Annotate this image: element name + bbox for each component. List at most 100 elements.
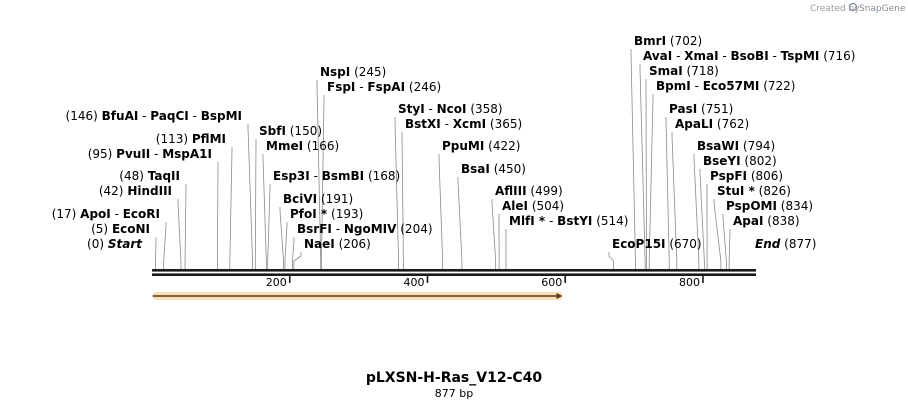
cut-site-line-apai <box>728 229 731 269</box>
enzyme-label-end: End (877) <box>755 237 816 251</box>
enzyme-name: AflIII <box>495 184 527 198</box>
name-separator: - <box>672 49 684 63</box>
site-position: (716) <box>823 49 855 63</box>
snapgene-logo-icon <box>848 2 858 12</box>
enzyme-label-nspi: NspI (245) <box>320 65 386 79</box>
enzyme-name: EcoNI <box>112 222 150 236</box>
enzyme-name: NgoMIV <box>344 222 397 236</box>
cut-site-line-apoi <box>163 222 167 269</box>
enzyme-label-bstxi: BstXI - XcmI (365) <box>405 117 522 131</box>
enzyme-label-ppumi: PpuMI (422) <box>442 139 520 153</box>
enzyme-name: PaqCI <box>150 109 188 123</box>
cut-site-line-mmei <box>262 154 267 269</box>
site-position: (358) <box>470 102 502 116</box>
site-position: (206) <box>339 237 371 251</box>
sequence-backbone <box>152 269 756 276</box>
site-position: (146) <box>66 109 98 123</box>
enzyme-label-fspi: FspI - FspAI (246) <box>327 80 441 94</box>
cut-site-line-pflmi <box>229 147 233 269</box>
enzyme-label-pvuii: (95) PvuII - MspA1I <box>88 147 212 161</box>
backbone-bottom-strand <box>152 273 756 276</box>
feature-arrowhead-icon <box>556 293 563 299</box>
cut-site-line-bsai <box>457 177 463 269</box>
name-separator: - <box>691 79 703 93</box>
enzyme-name: BseYI <box>703 154 741 168</box>
enzyme-name: Esp3I <box>273 169 310 183</box>
name-separator: - <box>545 214 557 228</box>
cut-site-line-bfuai <box>247 124 253 269</box>
enzyme-label-start: (0) Start <box>87 237 143 251</box>
enzyme-name: BfuAI <box>102 109 139 123</box>
backbone-top-strand <box>152 269 756 272</box>
name-separator: - <box>332 222 344 236</box>
enzyme-label-apali: ApaLI (762) <box>675 117 749 131</box>
site-position: (794) <box>743 139 775 153</box>
enzyme-name: Eco57MI <box>703 79 760 93</box>
cut-site-line-naei <box>293 252 302 269</box>
site-position: (838) <box>767 214 799 228</box>
cut-site-line-pspomi <box>722 214 727 269</box>
cut-site-line-fspi <box>321 95 325 269</box>
cut-site-line-ppumi <box>438 154 444 269</box>
name-separator: - <box>111 207 123 221</box>
enzyme-name: BsmBI <box>322 169 364 183</box>
site-position: (191) <box>321 192 353 206</box>
enzyme-label-ecop15i: EcoP15I (670) <box>612 237 702 251</box>
enzyme-name: FspAI <box>367 80 405 94</box>
enzyme-name: SbfI <box>259 124 286 138</box>
enzyme-label-apoi: (17) ApoI - EcoRI <box>52 207 160 221</box>
ruler-tick-label: 200 <box>266 276 287 289</box>
site-position: (499) <box>530 184 562 198</box>
site-position: (17) <box>52 207 77 221</box>
enzyme-label-mmei: MmeI (166) <box>266 139 339 153</box>
enzyme-name: PasI <box>669 102 697 116</box>
enzyme-label-avai: AvaI - XmaI - BsoBI - TspMI (716) <box>643 49 855 63</box>
enzyme-name: BsoBI <box>731 49 769 63</box>
enzyme-labels: (0) Start(5) EcoNI(17) ApoI - EcoRI(42) … <box>52 34 856 251</box>
enzyme-label-apai: ApaI (838) <box>733 214 800 228</box>
site-position: (514) <box>596 214 628 228</box>
enzyme-label-alei: AleI (504) <box>502 199 564 213</box>
enzyme-label-afliii: AflIII (499) <box>495 184 563 198</box>
site-position: (95) <box>88 147 113 161</box>
enzyme-name: BsaWI <box>697 139 739 153</box>
enzyme-name: PspFI <box>710 169 747 183</box>
enzyme-label-naei: NaeI (206) <box>304 237 371 251</box>
enzyme-name: XcmI <box>453 117 486 131</box>
enzyme-name: MlfI * <box>509 214 546 228</box>
cut-site-line-bpmi <box>648 94 654 269</box>
cut-site-line-bcivi <box>279 207 284 269</box>
enzyme-name: XmaI <box>684 49 718 63</box>
enzyme-label-bcivi: BciVI (191) <box>283 192 353 206</box>
snapgene-credit: Created by SnapGene <box>810 2 906 14</box>
enzyme-label-econi: (5) EcoNI <box>91 222 150 236</box>
site-position: (834) <box>781 199 813 213</box>
cut-site-line-bsrfi <box>292 237 295 269</box>
cut-site-line-esp3i <box>267 184 271 269</box>
enzyme-label-pfoi: PfoI * (193) <box>290 207 363 221</box>
cut-site-line-nspi <box>316 80 322 269</box>
enzyme-name: NspI <box>320 65 350 79</box>
sequence-length: 877 bp <box>435 387 473 400</box>
site-position: (762) <box>717 117 749 131</box>
enzyme-name: FspI <box>327 80 355 94</box>
name-separator: - <box>355 80 367 94</box>
cut-site-line-ecop15i <box>608 252 614 269</box>
cut-site-line-stui <box>713 199 722 269</box>
cut-site-lines <box>155 49 731 269</box>
enzyme-name: AleI <box>502 199 528 213</box>
enzyme-label-bsawi: BsaWI (794) <box>697 139 775 153</box>
site-position: (166) <box>307 139 339 153</box>
enzyme-name: NaeI <box>304 237 335 251</box>
enzyme-label-esp3i: Esp3I - BsmBI (168) <box>273 169 400 183</box>
cut-site-line-bmri <box>630 49 636 269</box>
enzyme-label-pspomi: PspOMI (834) <box>726 199 813 213</box>
site-position: (365) <box>490 117 522 131</box>
credit-brand: SnapGene <box>859 4 906 14</box>
enzyme-label-pasi: PasI (751) <box>669 102 733 116</box>
enzyme-name: BstXI <box>405 117 441 131</box>
cut-site-line-styi <box>394 117 399 269</box>
cut-site-line-bstxi <box>401 132 404 269</box>
enzyme-name: BstYI <box>557 214 592 228</box>
enzyme-name: ApoI <box>80 207 111 221</box>
